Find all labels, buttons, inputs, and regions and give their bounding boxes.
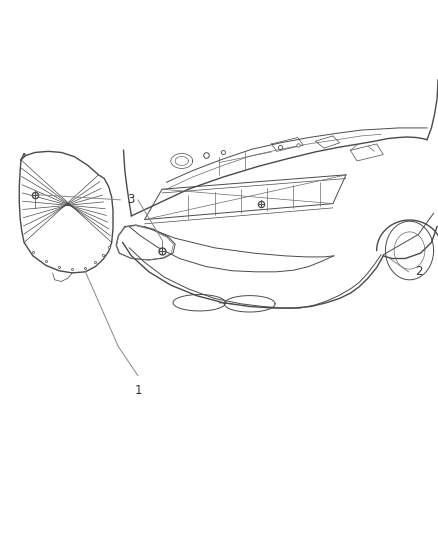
Text: 2: 2	[415, 265, 423, 278]
Text: 3: 3	[127, 193, 134, 206]
Text: 1: 1	[134, 384, 142, 397]
